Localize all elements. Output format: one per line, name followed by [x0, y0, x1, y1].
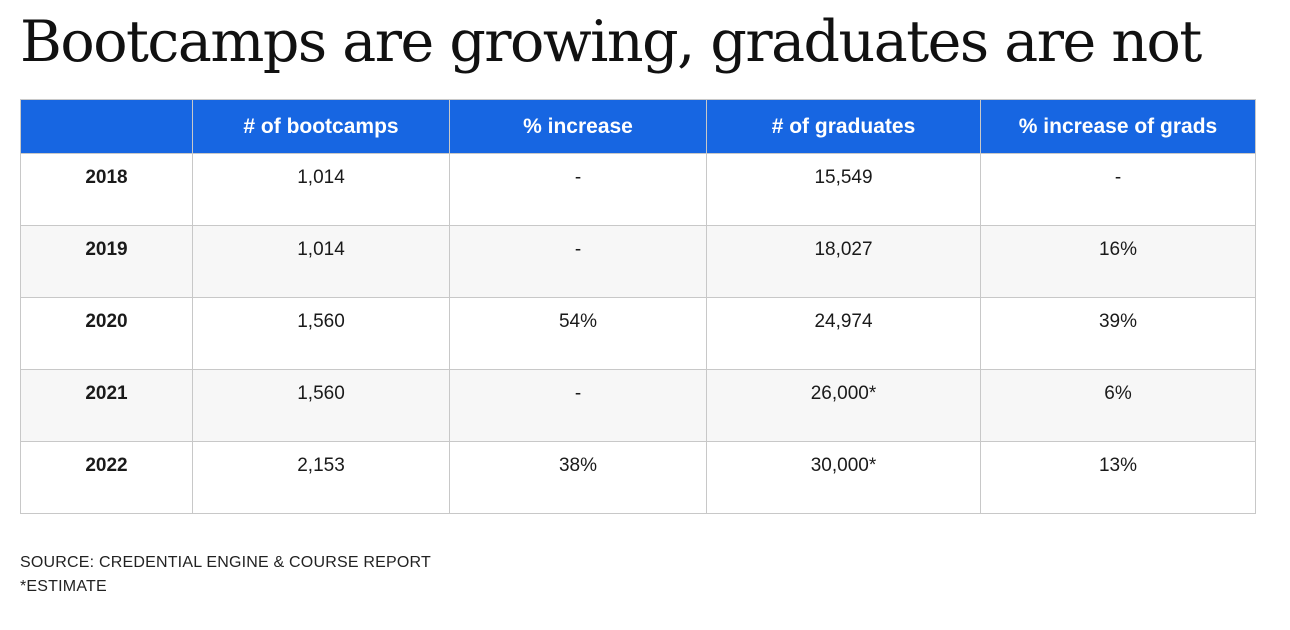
- header-cell-grad-increase: % increase of grads: [980, 99, 1256, 154]
- grad-increase-cell: 13%: [980, 441, 1256, 514]
- graduates-cell: 26,000*: [706, 369, 981, 442]
- bootcamp-increase-cell: -: [449, 153, 707, 226]
- graduates-cell: 18,027: [706, 225, 981, 298]
- bootcamps-cell: 1,014: [192, 153, 450, 226]
- bootcamp-increase-cell: 38%: [449, 441, 707, 514]
- row-year-cell: 2018: [20, 153, 193, 226]
- row-year-cell: 2020: [20, 297, 193, 370]
- bootcamp-increase-cell: -: [449, 225, 707, 298]
- graduates-cell: 30,000*: [706, 441, 981, 514]
- chart-title: Bootcamps are growing, graduates are not: [20, 9, 1202, 75]
- header-cell-year: [20, 99, 193, 154]
- grad-increase-cell: -: [980, 153, 1256, 226]
- row-year-cell: 2019: [20, 225, 193, 298]
- bootcamp-increase-cell: 54%: [449, 297, 707, 370]
- header-cell-graduates: # of graduates: [706, 99, 981, 154]
- graduates-cell: 15,549: [706, 153, 981, 226]
- estimate-note: *ESTIMATE: [20, 578, 107, 595]
- source-note: SOURCE: CREDENTIAL ENGINE & COURSE REPOR…: [20, 554, 431, 571]
- header-row: # of bootcamps % increase # of graduates…: [20, 99, 1256, 154]
- bootcamp-increase-cell: -: [449, 369, 707, 442]
- table-row: 2019 1,014 - 18,027 16%: [20, 225, 1256, 298]
- grad-increase-cell: 39%: [980, 297, 1256, 370]
- bootcamps-cell: 1,560: [192, 369, 450, 442]
- table-row: 2021 1,560 - 26,000* 6%: [20, 369, 1256, 442]
- table-row: 2022 2,153 38% 30,000* 13%: [20, 441, 1256, 514]
- header-cell-bootcamps: # of bootcamps: [192, 99, 450, 154]
- table-row: 2018 1,014 - 15,549 -: [20, 153, 1256, 226]
- graduates-cell: 24,974: [706, 297, 981, 370]
- row-year-cell: 2021: [20, 369, 193, 442]
- grad-increase-cell: 6%: [980, 369, 1256, 442]
- data-table: # of bootcamps % increase # of graduates…: [20, 99, 1256, 514]
- bootcamps-cell: 1,560: [192, 297, 450, 370]
- header-cell-bootcamp-increase: % increase: [449, 99, 707, 154]
- table-row: 2020 1,560 54% 24,974 39%: [20, 297, 1256, 370]
- grad-increase-cell: 16%: [980, 225, 1256, 298]
- row-year-cell: 2022: [20, 441, 193, 514]
- bootcamps-cell: 1,014: [192, 225, 450, 298]
- bootcamps-cell: 2,153: [192, 441, 450, 514]
